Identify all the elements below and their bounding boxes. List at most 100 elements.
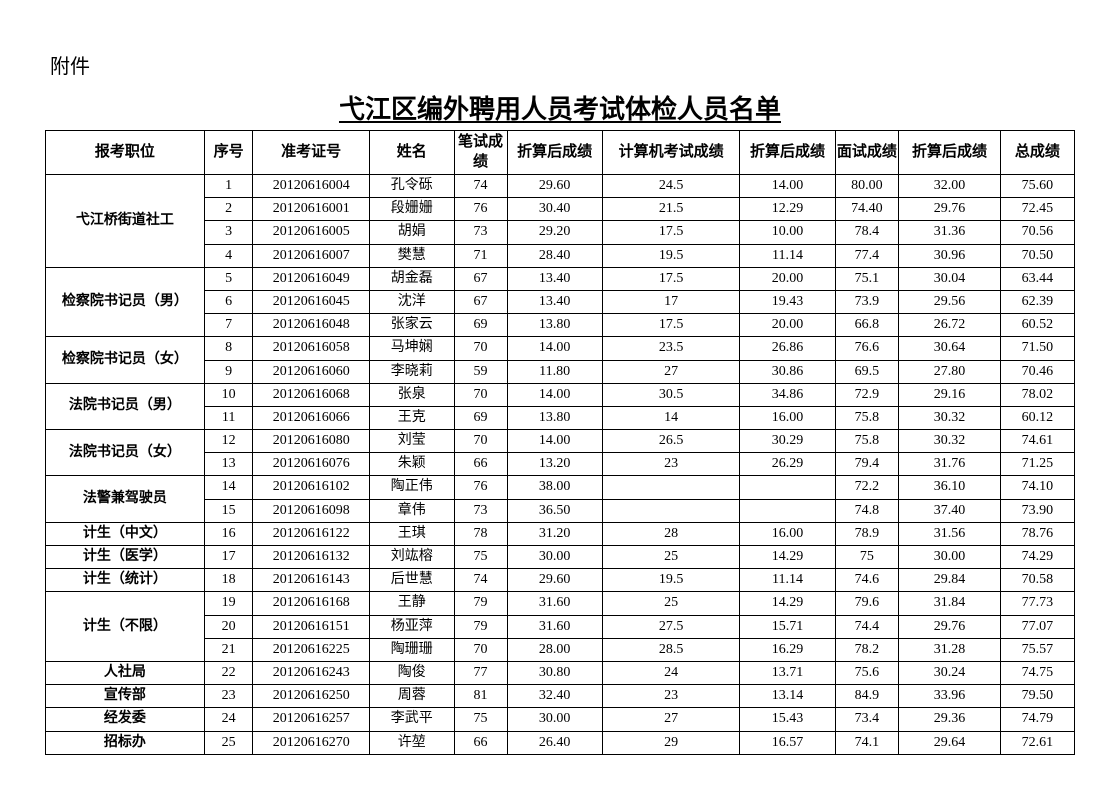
interview-score-cell: 78.4 [835, 221, 899, 244]
written-score-cell: 59 [454, 360, 507, 383]
written-score-cell: 69 [454, 406, 507, 429]
computer-score-cell [602, 499, 740, 522]
computer-conv-cell: 30.86 [740, 360, 835, 383]
exam-no-cell: 20120616270 [253, 731, 369, 754]
total-cell: 73.90 [1000, 499, 1074, 522]
position-cell: 计生（统计） [46, 569, 205, 592]
seq-cell: 21 [204, 638, 253, 661]
written-score-cell: 79 [454, 592, 507, 615]
computer-conv-cell: 14.29 [740, 546, 835, 569]
written-conv-cell: 14.00 [507, 337, 602, 360]
name-cell: 陶正伟 [369, 476, 454, 499]
position-cell: 计生（中文） [46, 522, 205, 545]
written-score-cell: 67 [454, 290, 507, 313]
computer-score-cell: 27 [602, 360, 740, 383]
seq-cell: 23 [204, 685, 253, 708]
exam-no-cell: 20120616132 [253, 546, 369, 569]
interview-conv-cell: 36.10 [899, 476, 1001, 499]
written-conv-cell: 38.00 [507, 476, 602, 499]
interview-conv-cell: 29.84 [899, 569, 1001, 592]
name-cell: 李武平 [369, 708, 454, 731]
computer-score-cell: 14 [602, 406, 740, 429]
computer-score-cell: 17.5 [602, 314, 740, 337]
interview-conv-cell: 30.32 [899, 406, 1001, 429]
interview-score-cell: 79.4 [835, 453, 899, 476]
seq-cell: 25 [204, 731, 253, 754]
position-cell: 招标办 [46, 731, 205, 754]
name-cell: 陶俊 [369, 661, 454, 684]
interview-score-cell: 78.2 [835, 638, 899, 661]
interview-score-cell: 75.1 [835, 267, 899, 290]
name-cell: 杨亚萍 [369, 615, 454, 638]
position-cell: 弋江桥街道社工 [46, 175, 205, 268]
computer-conv-cell: 15.43 [740, 708, 835, 731]
table-row: 法警兼驾驶员1420120616102陶正伟7638.0072.236.1074… [46, 476, 1075, 499]
seq-cell: 10 [204, 383, 253, 406]
interview-conv-cell: 27.80 [899, 360, 1001, 383]
exam-no-cell: 20120616076 [253, 453, 369, 476]
position-cell: 法院书记员（男） [46, 383, 205, 429]
total-cell: 71.25 [1000, 453, 1074, 476]
written-conv-cell: 31.60 [507, 615, 602, 638]
position-cell: 计生（医学） [46, 546, 205, 569]
name-cell: 沈洋 [369, 290, 454, 313]
results-table: 报考职位 序号 准考证号 姓名 笔试成绩 折算后成绩 计算机考试成绩 折算后成绩… [45, 130, 1075, 755]
total-cell: 74.10 [1000, 476, 1074, 499]
computer-score-cell: 30.5 [602, 383, 740, 406]
position-cell: 人社局 [46, 661, 205, 684]
table-row: 人社局2220120616243陶俊7730.802413.7175.630.2… [46, 661, 1075, 684]
exam-no-cell: 20120616005 [253, 221, 369, 244]
name-cell: 张家云 [369, 314, 454, 337]
computer-score-cell [602, 476, 740, 499]
seq-cell: 22 [204, 661, 253, 684]
interview-conv-cell: 29.56 [899, 290, 1001, 313]
interview-score-cell: 66.8 [835, 314, 899, 337]
computer-conv-cell [740, 499, 835, 522]
computer-score-cell: 23.5 [602, 337, 740, 360]
table-row: 检察院书记员（男）520120616049胡金磊6713.4017.520.00… [46, 267, 1075, 290]
seq-cell: 8 [204, 337, 253, 360]
computer-score-cell: 27.5 [602, 615, 740, 638]
written-conv-cell: 30.00 [507, 708, 602, 731]
seq-cell: 6 [204, 290, 253, 313]
interview-score-cell: 74.6 [835, 569, 899, 592]
written-score-cell: 79 [454, 615, 507, 638]
exam-no-cell: 20120616049 [253, 267, 369, 290]
name-cell: 王琪 [369, 522, 454, 545]
computer-score-cell: 21.5 [602, 198, 740, 221]
interview-score-cell: 69.5 [835, 360, 899, 383]
written-score-cell: 75 [454, 546, 507, 569]
table-row: 计生（中文）1620120616122王琪7831.202816.0078.93… [46, 522, 1075, 545]
table-row: 经发委2420120616257李武平7530.002715.4373.429.… [46, 708, 1075, 731]
written-conv-cell: 28.40 [507, 244, 602, 267]
exam-no-cell: 20120616004 [253, 175, 369, 198]
total-cell: 72.61 [1000, 731, 1074, 754]
computer-conv-cell: 13.71 [740, 661, 835, 684]
table-row: 法院书记员（男）1020120616068张泉7014.0030.534.867… [46, 383, 1075, 406]
interview-conv-cell: 30.64 [899, 337, 1001, 360]
interview-conv-cell: 31.36 [899, 221, 1001, 244]
written-conv-cell: 11.80 [507, 360, 602, 383]
exam-no-cell: 20120616080 [253, 430, 369, 453]
written-score-cell: 74 [454, 175, 507, 198]
col-written-conv: 折算后成绩 [507, 131, 602, 175]
interview-score-cell: 84.9 [835, 685, 899, 708]
seq-cell: 13 [204, 453, 253, 476]
written-conv-cell: 13.80 [507, 314, 602, 337]
exam-no-cell: 20120616007 [253, 244, 369, 267]
written-score-cell: 78 [454, 522, 507, 545]
interview-score-cell: 78.9 [835, 522, 899, 545]
name-cell: 刘竑榕 [369, 546, 454, 569]
seq-cell: 17 [204, 546, 253, 569]
interview-score-cell: 72.2 [835, 476, 899, 499]
interview-conv-cell: 31.28 [899, 638, 1001, 661]
exam-no-cell: 20120616001 [253, 198, 369, 221]
exam-no-cell: 20120616257 [253, 708, 369, 731]
written-score-cell: 76 [454, 476, 507, 499]
seq-cell: 19 [204, 592, 253, 615]
interview-conv-cell: 30.24 [899, 661, 1001, 684]
computer-conv-cell: 14.29 [740, 592, 835, 615]
computer-score-cell: 23 [602, 453, 740, 476]
name-cell: 李晓莉 [369, 360, 454, 383]
col-written-score: 笔试成绩 [454, 131, 507, 175]
